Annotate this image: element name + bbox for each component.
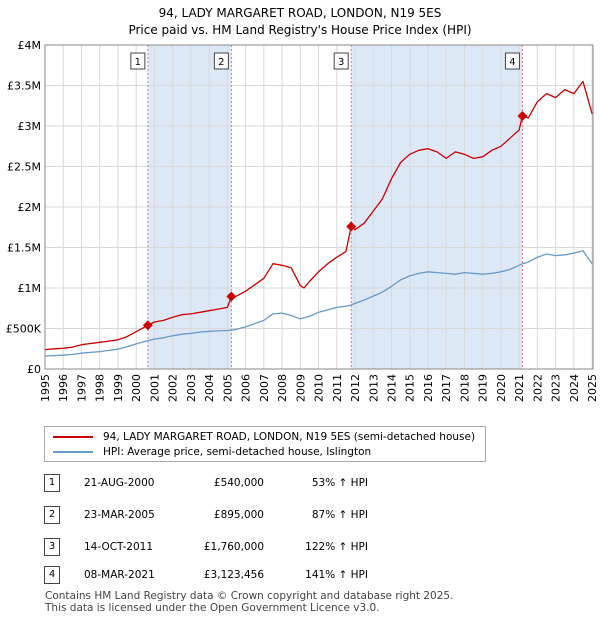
x-tick-label: 2021 (513, 374, 526, 402)
x-tick-label: 2023 (550, 374, 563, 402)
x-tick-label: 1999 (112, 374, 125, 402)
x-tick-label: 2009 (294, 374, 307, 402)
x-tick-label: 2022 (531, 374, 544, 402)
sale-label-text: 4 (509, 57, 515, 68)
chart-subtitle: Price paid vs. HM Land Registry's House … (128, 23, 472, 37)
transaction-number: 4 (44, 566, 60, 584)
price-chart: 1 2 3 4 £0 £500K £1M £1.5M £2M £2.5M £3M £3.5M £4M 19… (6, 39, 599, 402)
transaction-price: £540,000 (213, 477, 264, 489)
legend-swatch-hpi (53, 451, 93, 453)
sale-label-frame (213, 52, 229, 70)
y-tick-label: £3.5M (7, 80, 41, 93)
sale-label-frame (504, 52, 520, 70)
footer-license: This data is licensed under the Open Gov… (45, 602, 380, 614)
transaction-number: 3 (44, 538, 60, 556)
transaction-date: 08-MAR-2021 (84, 569, 155, 581)
x-tick-label: 1997 (75, 374, 88, 402)
transaction-hpi: 53% ↑ HPI (311, 477, 368, 489)
sale-label-text: 3 (338, 57, 344, 68)
sale-point (226, 291, 237, 302)
transaction-price: £3,123,456 (203, 569, 264, 581)
y-tick-label: £0 (27, 363, 41, 376)
x-tick-label: 2008 (276, 374, 289, 402)
sale-label-frame (333, 52, 349, 70)
x-tick-label: 2011 (331, 374, 344, 402)
x-tick-label: 1996 (57, 374, 70, 402)
legend-item-hpi: HPI: Average price, semi-detached house,… (53, 445, 371, 459)
transaction-price: £1,760,000 (203, 541, 264, 553)
x-tick-label: 2004 (203, 374, 216, 402)
x-tick-label: 2010 (313, 374, 326, 402)
sale-label-box: 2 (213, 52, 229, 70)
x-tick-label: 2000 (130, 374, 143, 402)
sale-label-frame (130, 52, 146, 70)
sale-label-text: 2 (218, 57, 224, 68)
x-tick-label: 2024 (568, 374, 581, 402)
y-tick-label: £2M (18, 201, 42, 214)
transaction-date: 23-MAR-2005 (84, 509, 155, 521)
y-tick-label: £1M (18, 282, 42, 295)
hpi-line (44, 250, 593, 357)
transaction-row: 4 08-MAR-2021 £3,123,456 141% ↑ HPI (0, 566, 600, 586)
y-tick-label: £4M (18, 39, 42, 52)
transaction-hpi: 122% ↑ HPI (305, 541, 368, 553)
plot-border (44, 44, 594, 370)
x-tick-label: 2019 (477, 374, 490, 402)
x-tick-label: 2016 (422, 374, 435, 402)
x-tick-label: 2014 (385, 374, 398, 402)
x-tick-label: 2006 (240, 374, 253, 402)
y-tick-label: £3M (18, 120, 42, 133)
x-tick-label: 2005 (221, 374, 234, 402)
legend-label-hpi: HPI: Average price, semi-detached house,… (103, 446, 372, 458)
chart-title: 94, LADY MARGARET ROAD, LONDON, N19 5ES (158, 6, 442, 20)
y-tick-label: £500K (6, 323, 42, 336)
transaction-price: £895,000 (213, 509, 264, 521)
legend-swatch-property (53, 436, 93, 438)
sale-label-text: 1 (135, 57, 141, 68)
sale-label-box: 4 (504, 52, 520, 70)
x-tick-label: 1998 (94, 374, 107, 402)
x-tick-label: 2002 (167, 374, 180, 402)
x-tick-label: 2020 (495, 374, 508, 402)
sale-point (346, 221, 357, 232)
x-tick-label: 2017 (440, 374, 453, 402)
x-tick-label: 2015 (404, 374, 417, 402)
footer-copyright: Contains HM Land Registry data © Crown c… (45, 590, 454, 602)
property-price-line (44, 80, 593, 351)
transaction-row: 3 14-OCT-2011 £1,760,000 122% ↑ HPI (0, 538, 600, 558)
x-tick-label: 2003 (185, 374, 198, 402)
x-tick-label: 2001 (148, 374, 161, 402)
sale-point (517, 111, 528, 121)
legend-label-property: 94, LADY MARGARET ROAD, LONDON, N19 5ES … (103, 431, 476, 443)
sale-point (142, 320, 153, 331)
x-tick-label: 2025 (586, 374, 599, 402)
chart-legend: 94, LADY MARGARET ROAD, LONDON, N19 5ES … (44, 426, 486, 462)
transaction-hpi: 87% ↑ HPI (311, 509, 368, 521)
x-tick-label: 1995 (39, 374, 52, 402)
transaction-number: 2 (44, 506, 60, 524)
transaction-row: 1 21-AUG-2000 £540,000 53% ↑ HPI (0, 474, 600, 494)
x-tick-label: 2013 (367, 374, 380, 402)
sale-label-box: 1 (130, 52, 146, 70)
transaction-row: 2 23-MAR-2005 £895,000 87% ↑ HPI (0, 506, 600, 526)
transaction-date: 14-OCT-2011 (84, 541, 153, 553)
transaction-number: 1 (44, 474, 60, 492)
legend-item-property: 94, LADY MARGARET ROAD, LONDON, N19 5ES … (53, 430, 475, 444)
x-tick-label: 2018 (458, 374, 471, 402)
transaction-date: 21-AUG-2000 (84, 477, 155, 489)
y-tick-label: £1.5M (7, 242, 41, 255)
x-tick-label: 2007 (258, 374, 271, 402)
x-tick-label: 2012 (349, 374, 362, 402)
y-tick-label: £2.5M (7, 161, 41, 174)
transaction-hpi: 141% ↑ HPI (305, 569, 368, 581)
sale-label-box: 3 (333, 52, 349, 70)
